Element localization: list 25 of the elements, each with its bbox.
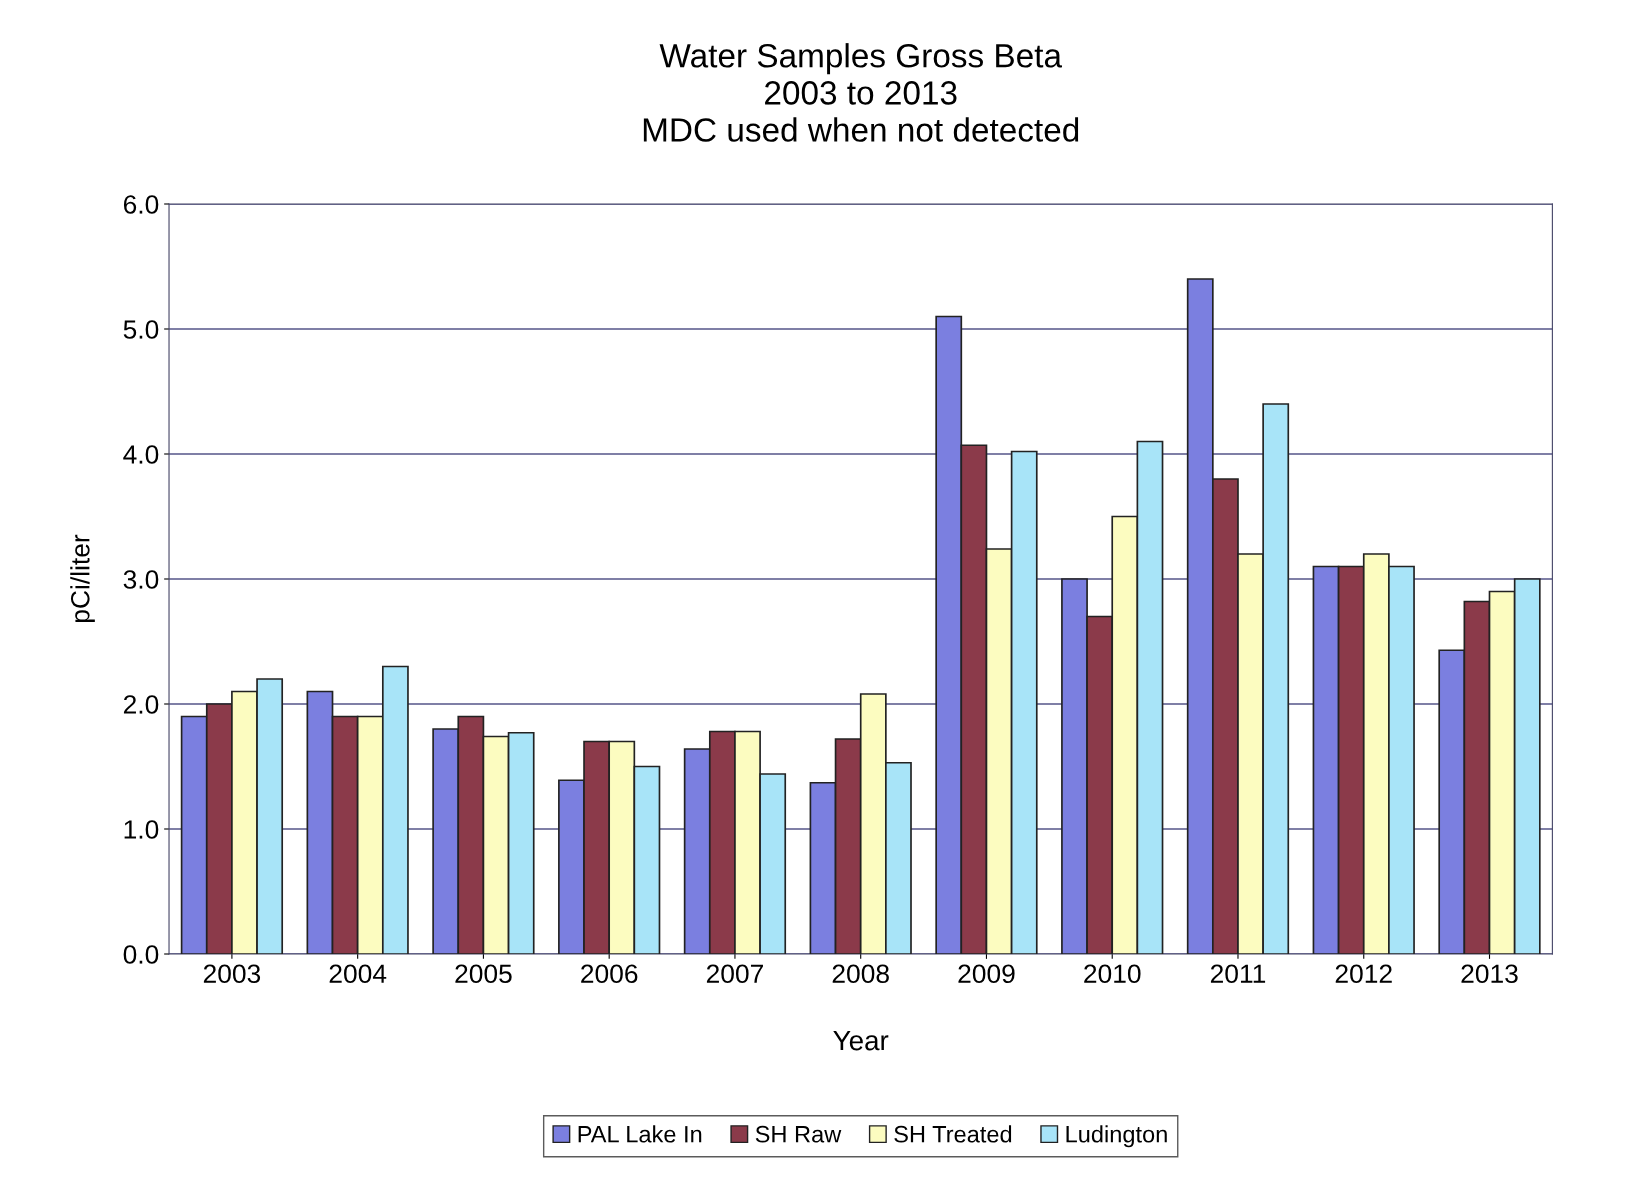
- y-tick-label: 6.0: [123, 195, 159, 214]
- x-tick-label: 2010: [1084, 964, 1141, 984]
- x-axis-title: Year: [833, 1031, 889, 1051]
- x-tick-label: 2006: [581, 964, 638, 984]
- legend-label: SH Treated: [894, 1125, 1012, 1143]
- x-tick-label: 2007: [706, 964, 763, 984]
- chart-title: Water Samples Gross Beta 2003 to 2013 MDC used when not detected: [643, 43, 1079, 142]
- y-tick-label: 4.0: [123, 445, 159, 464]
- y-tick-label: 3.0: [123, 570, 159, 589]
- legend-label: Ludington: [1066, 1125, 1167, 1148]
- y-tick-label: 0.0: [123, 945, 159, 964]
- legend-label: PAL Lake In: [578, 1125, 702, 1143]
- y-tick-label: 2.0: [123, 695, 159, 714]
- x-tick-label: 2013: [1461, 964, 1518, 984]
- x-tick-label: 2003: [203, 964, 261, 984]
- x-tick-label: 2011: [1210, 964, 1266, 984]
- legend-label: SH Raw: [755, 1125, 842, 1143]
- y-tick-label: 1.0: [124, 820, 159, 839]
- x-tick-label: 2005: [455, 964, 512, 984]
- x-tick-label: 2004: [329, 964, 387, 984]
- x-tick-label: 2012: [1335, 964, 1392, 984]
- x-tick-label: 2008: [832, 964, 889, 984]
- x-tick-label: 2009: [958, 964, 1015, 984]
- y-tick-label: 5.0: [123, 320, 159, 339]
- y-axis-title: pCi/liter: [70, 534, 95, 623]
